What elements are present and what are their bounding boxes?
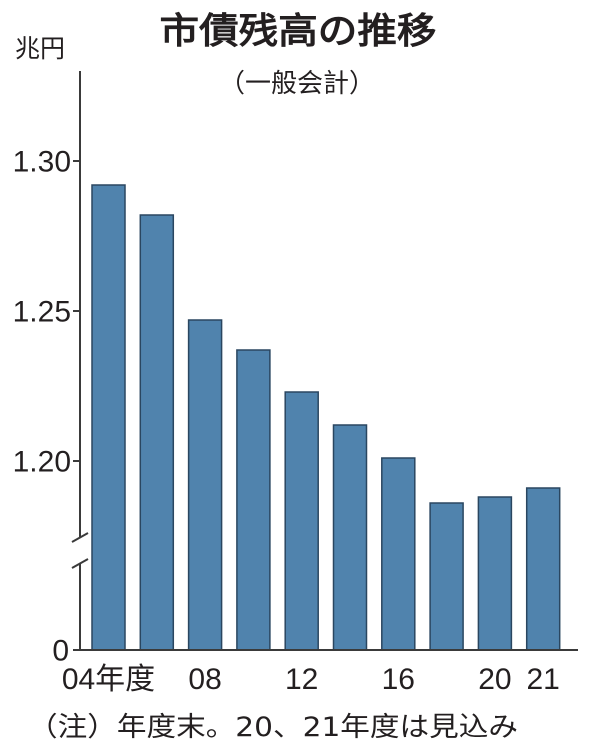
bar <box>284 391 319 651</box>
bar <box>477 496 513 651</box>
bar <box>332 424 368 651</box>
bar <box>139 214 175 651</box>
y-tick-label: 0 <box>52 635 69 668</box>
chart-title: 市債残高の推移 <box>160 11 437 52</box>
bar <box>429 502 464 651</box>
x-tick-labels: 04年度 08 12 16 20 21 <box>62 663 560 696</box>
x-tick-label: 12 <box>285 663 318 696</box>
bar <box>91 184 126 651</box>
y-tick-label: 1.20 <box>13 446 71 479</box>
y-tick-label: 1.25 <box>13 296 71 329</box>
y-axis <box>71 71 89 651</box>
bar <box>381 457 416 651</box>
x-tick-label: 08 <box>188 663 221 696</box>
x-tick-label: 21 <box>527 663 560 696</box>
x-tick-label: 04年度 <box>62 663 155 696</box>
x-tick-label: 20 <box>478 663 511 696</box>
bars <box>91 184 561 651</box>
y-tick-label: 1.30 <box>13 146 71 179</box>
bar <box>236 349 271 651</box>
axis-break-mark <box>71 532 89 543</box>
chart-subtitle: （一般会計） <box>219 69 375 99</box>
bar <box>525 487 561 651</box>
chart-note: （注）年度末。20、21年度は見込み <box>28 712 518 743</box>
bar <box>187 319 223 651</box>
y-ticks: 1.30 1.25 1.20 0 <box>13 146 80 668</box>
y-axis-unit-label: 兆円 <box>15 34 65 63</box>
axis-break-mark <box>71 558 89 569</box>
x-tick-label: 16 <box>382 663 415 696</box>
